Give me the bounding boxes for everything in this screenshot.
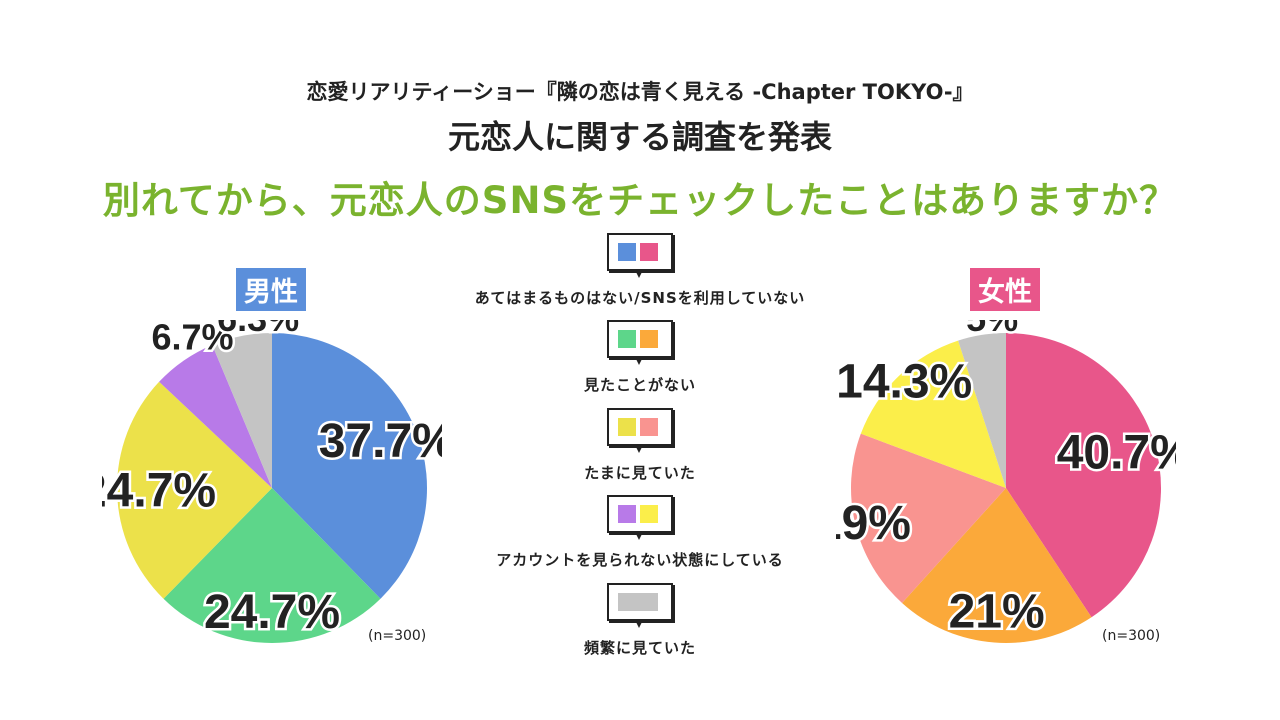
female-sample-size: (n=300) xyxy=(1102,628,1161,644)
pie-slice xyxy=(851,433,1006,603)
legend-swatch xyxy=(640,418,658,436)
slice-value-label: 24.7% xyxy=(102,465,216,518)
pie-slice xyxy=(860,340,1006,488)
pie-slice xyxy=(272,333,427,599)
pie-slice xyxy=(1006,333,1161,618)
legend-swatch xyxy=(618,330,636,348)
pie-slice xyxy=(116,381,272,599)
slice-value-label: 5% xyxy=(966,320,1018,339)
legend-item: 見たことがない xyxy=(460,320,820,395)
legend-swatch xyxy=(640,330,658,348)
legend-swatch xyxy=(618,418,636,436)
legend-label: 頻繁に見ていた xyxy=(583,639,696,657)
pie-slice xyxy=(902,488,1092,643)
legend-swatch xyxy=(640,243,658,261)
male-sample-size: (n=300) xyxy=(368,628,427,644)
legend-swatch xyxy=(618,243,636,261)
slice-value-label: 6.3% xyxy=(217,320,299,339)
female-pie-chart: 40.7% 21% 19% 14.3% 5% xyxy=(836,320,1176,643)
pie-slice xyxy=(163,488,381,643)
slice-value-label: 40.7% xyxy=(1057,426,1176,479)
legend-swatch xyxy=(640,505,658,523)
legend-label: 見たことがない xyxy=(583,376,696,394)
legend-swatch-box xyxy=(607,495,673,540)
legend-swatch-box xyxy=(607,408,673,453)
female-label: 女性 xyxy=(970,268,1040,311)
legend-swatch xyxy=(618,505,636,523)
pie-slice xyxy=(958,333,1006,488)
legend-item: あてはまるものはない/SNSを利用していない xyxy=(460,233,820,308)
legend-swatch-box xyxy=(607,320,673,365)
legend-label: あてはまるものはない/SNSを利用していない xyxy=(474,289,806,307)
slice-value-label: 24.7% xyxy=(204,586,340,639)
slice-value-label: 14.3% xyxy=(836,356,972,409)
male-pie-chart: 37.7% 24.7% 24.7% 6.7%6.3% xyxy=(102,320,442,643)
slice-value-label: 19% xyxy=(836,497,911,550)
male-label: 男性 xyxy=(236,268,306,311)
slice-value-label: 21% xyxy=(949,586,1045,639)
legend-swatch-box xyxy=(607,233,673,278)
question-title: 別れてから、元恋人のSNSをチェックしたことはありますか？ xyxy=(102,179,1178,222)
legend-item: 頻繁に見ていた xyxy=(460,583,820,658)
legend-label: アカウントを見られない状態にしている xyxy=(496,551,784,569)
pie-slice xyxy=(159,344,272,488)
legend-swatch xyxy=(618,593,658,611)
legend-label: たまに見ていた xyxy=(584,464,696,482)
slice-value-label: 37.7% xyxy=(319,415,442,468)
legend-item: アカウントを見られない状態にしている xyxy=(460,495,820,570)
legend-swatch-box xyxy=(607,583,673,628)
page-title: 元恋人に関する調査を発表 xyxy=(447,118,832,156)
subtitle: 恋愛リアリティーショー『隣の恋は青く見える -Chapter TOKYO-』 xyxy=(306,80,974,104)
slice-value-label: 6.7% xyxy=(152,320,234,358)
pie-slice xyxy=(212,333,272,488)
legend-item: たまに見ていた xyxy=(460,408,820,483)
